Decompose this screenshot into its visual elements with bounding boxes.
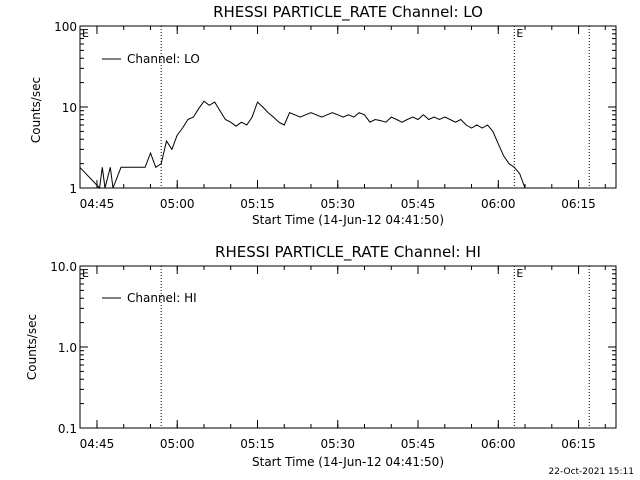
markers-lo: E bbox=[160, 26, 590, 188]
x-tick-label: 05:00 bbox=[160, 197, 195, 211]
y-axis-label-lo: Counts/sec bbox=[29, 77, 43, 143]
corner-label-lo: E bbox=[82, 27, 89, 40]
corner-label-hi: E bbox=[82, 267, 89, 280]
x-tick-label: 05:45 bbox=[401, 197, 436, 211]
marker-label: E bbox=[516, 27, 523, 40]
y-tick-label: 1.0 bbox=[58, 341, 77, 355]
x-tick-label: 05:30 bbox=[320, 197, 355, 211]
x-axis-label-hi: Start Time (14-Jun-12 04:41:50) bbox=[252, 455, 444, 469]
legend-lo: Channel: LO bbox=[102, 52, 200, 66]
footer-timestamp: 22-Oct-2021 15:11 bbox=[549, 467, 634, 477]
x-axis-label-lo: Start Time (14-Jun-12 04:41:50) bbox=[252, 213, 444, 227]
y-tick-label: 10.0 bbox=[50, 260, 77, 274]
legend-hi: Channel: HI bbox=[102, 291, 197, 305]
y-tick-label: 1 bbox=[69, 182, 77, 196]
y-ticks-lo: 1 10 100 bbox=[54, 20, 616, 196]
x-ticks-lo: 04:45 05:00 05:15 05:30 05:45 06:00 06:15 bbox=[80, 26, 606, 211]
x-tick-label: 04:45 bbox=[80, 437, 115, 451]
x-tick-label: 05:15 bbox=[240, 197, 275, 211]
series-line bbox=[79, 100, 526, 190]
x-ticks-hi: 04:45 05:00 05:15 05:30 05:45 06:00 06:15 bbox=[80, 266, 606, 451]
x-tick-label: 05:00 bbox=[160, 437, 195, 451]
markers-hi: E bbox=[160, 266, 590, 428]
y-tick-label: 100 bbox=[54, 20, 77, 34]
panel-lo: RHESSI PARTICLE_RATE Channel: LO Counts/… bbox=[29, 3, 617, 227]
x-tick-label: 05:45 bbox=[401, 437, 436, 451]
chart-title-hi: RHESSI PARTICLE_RATE Channel: HI bbox=[215, 243, 481, 262]
y-tick-label: 10 bbox=[62, 101, 77, 115]
x-tick-label: 06:15 bbox=[561, 197, 596, 211]
series-lo bbox=[79, 100, 526, 190]
x-tick-label: 05:30 bbox=[320, 437, 355, 451]
x-tick-label: 04:45 bbox=[80, 197, 115, 211]
chart-title-lo: RHESSI PARTICLE_RATE Channel: LO bbox=[213, 3, 483, 22]
y-tick-label: 0.1 bbox=[58, 422, 77, 436]
x-tick-label: 05:15 bbox=[240, 437, 275, 451]
y-axis-label-hi: Counts/sec bbox=[25, 314, 39, 380]
x-tick-label: 06:15 bbox=[561, 437, 596, 451]
legend-label-lo: Channel: LO bbox=[127, 52, 200, 66]
marker-label: E bbox=[516, 267, 523, 280]
x-tick-label: 06:00 bbox=[481, 197, 516, 211]
x-tick-label: 06:00 bbox=[481, 437, 516, 451]
panel-hi: RHESSI PARTICLE_RATE Channel: HI Counts/… bbox=[25, 243, 617, 469]
y-ticks-hi: 0.1 1.0 10.0 bbox=[50, 260, 616, 436]
legend-label-hi: Channel: HI bbox=[127, 291, 197, 305]
